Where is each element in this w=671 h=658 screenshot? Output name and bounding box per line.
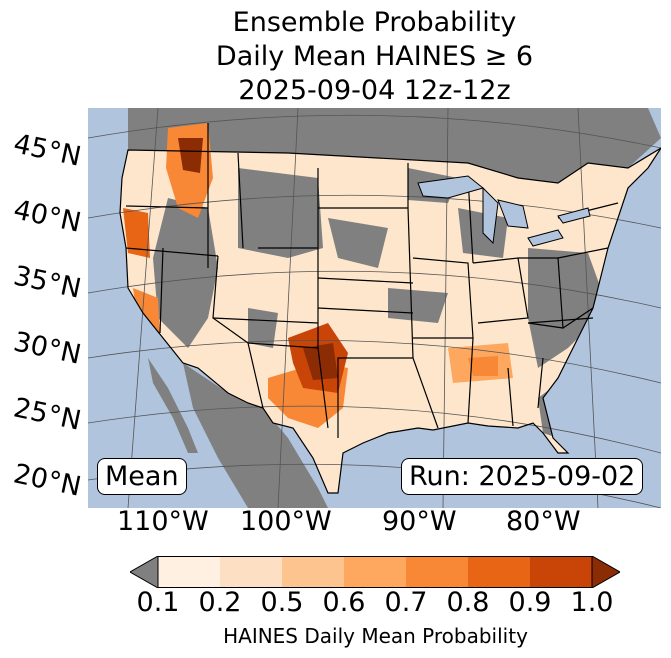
- colorbar-tick-label: 0.7: [384, 587, 428, 618]
- state-boundaries: [119, 123, 661, 494]
- lat-label-30: 30°N: [10, 326, 84, 371]
- stat-label-box: Mean: [97, 458, 187, 495]
- colorbar-tick-label: 0.1: [136, 587, 180, 618]
- graticule: [88, 108, 661, 508]
- colorbar-frame: [157, 556, 593, 588]
- mexico-land: [183, 363, 328, 508]
- colorbar-under-arrow: [130, 556, 159, 588]
- title-line-1: Ensemble Probability: [232, 7, 517, 38]
- colorbar: [130, 556, 620, 588]
- lon-label-110: 110°W: [117, 506, 209, 537]
- lat-label-35: 35°N: [10, 260, 84, 305]
- colorbar-label: HAINES Daily Mean Probability: [223, 624, 528, 648]
- colorbar-tick-label: 0.9: [508, 587, 552, 618]
- lon-label-90: 90°W: [382, 506, 457, 537]
- colorbar-segment: [158, 556, 220, 588]
- colorbar-tick-label: 0.8: [446, 587, 490, 618]
- colorbar-segment: [468, 556, 530, 588]
- probability-map: [88, 108, 661, 508]
- title-line-3: 2025-09-04 12z-12z: [238, 75, 511, 106]
- baja-land: [148, 358, 198, 453]
- lat-label-45: 45°N: [10, 128, 84, 173]
- lon-label-80: 80°W: [506, 506, 581, 537]
- canada-land: [88, 108, 661, 183]
- colorbar-segment: [344, 556, 406, 588]
- colorbar-tick-label: 1.0: [570, 587, 614, 618]
- colorbar-segment: [530, 556, 592, 588]
- colorbar-over-arrow: [591, 556, 620, 588]
- colorbar-tick-label: 0.6: [322, 587, 366, 618]
- lat-label-25: 25°N: [10, 392, 84, 437]
- great-lakes: [417, 175, 591, 247]
- run-label-box: Run: 2025-09-02: [401, 458, 644, 495]
- lon-label-100: 100°W: [240, 506, 332, 537]
- lat-label-20: 20°N: [10, 458, 84, 503]
- colorbar-segment: [220, 556, 282, 588]
- colorbar-segment: [282, 556, 344, 588]
- title-line-2: Daily Mean HAINES ≥ 6: [215, 41, 534, 72]
- colorbar-segment: [406, 556, 468, 588]
- lat-label-40: 40°N: [10, 194, 84, 239]
- colorbar-tick-label: 0.2: [198, 587, 242, 618]
- colorbar-tick-label: 0.5: [260, 587, 304, 618]
